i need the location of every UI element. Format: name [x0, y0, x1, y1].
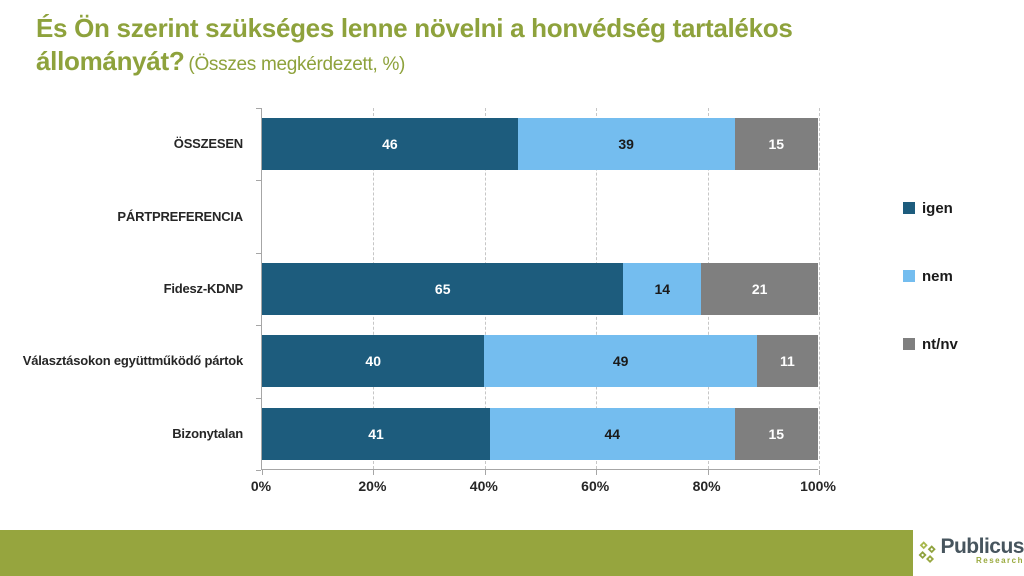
x-axis-tick-label: 40%: [469, 478, 498, 494]
x-axis-tick: [262, 470, 263, 475]
category-label: Bizonytalan: [172, 425, 243, 441]
y-axis-tick: [256, 252, 261, 254]
bar-row: 40 49 11: [262, 335, 818, 388]
category-label: ÖSSZESEN: [173, 136, 243, 152]
legend-label: nt/nv: [922, 335, 958, 353]
bar-segment-nt-nv: 11: [756, 335, 818, 388]
bar-value-label: 49: [612, 353, 629, 370]
bar-segment-nem: 49: [484, 335, 757, 388]
bar-segment-nt-nv: 15: [734, 118, 818, 171]
bar-value-label: 41: [368, 425, 384, 442]
legend-swatch: [903, 338, 915, 350]
x-axis-tick: [484, 470, 486, 475]
x-axis-tick-label: 80%: [692, 478, 721, 494]
publicus-logo: Publicus Research: [913, 525, 1024, 576]
bar-value-label: 65: [434, 281, 451, 297]
publicus-wordmark: Publicus Research: [940, 536, 1024, 565]
bar-segment-nt-nv: 21: [701, 263, 818, 315]
category-label: PÁRTPREFERENCIA: [117, 208, 243, 224]
legend-swatch: [903, 202, 915, 214]
bar-segment-igen: 46: [262, 118, 518, 171]
bar-value-label: 39: [618, 136, 634, 153]
bar-segment-igen: 40: [262, 335, 485, 388]
bar-segment-nem: 44: [489, 407, 735, 460]
title-line-2: állományát? (Összes megkérdezett, %): [36, 45, 986, 82]
bar-segment-nt-nv: 15: [734, 407, 818, 460]
page-title: És Ön szerint szükséges lenne növelni a …: [36, 12, 986, 82]
brand-name: Publicus: [940, 535, 1024, 558]
bar-segment-igen: 65: [262, 263, 624, 315]
title-subtitle: (Összes megkérdezett, %): [188, 54, 406, 75]
x-axis-tick-label: 20%: [358, 478, 387, 494]
bar-row: [262, 191, 818, 243]
bar-value-label: 40: [365, 353, 381, 370]
x-axis-tick: [596, 470, 598, 475]
brand-subtitle: Research: [975, 556, 1024, 565]
bar-segment-nem: 14: [623, 263, 702, 315]
footer-accent-bar: [0, 530, 913, 576]
category-axis-labels: ÖSSZESEN PÁRTPREFERENCIA Fidesz-KDNP Válasz…: [0, 108, 252, 470]
y-axis-tick: [256, 108, 261, 109]
bar-value-label: 21: [751, 281, 768, 297]
x-axis-tick-label: 0%: [250, 478, 272, 494]
title-line-2-bold: állományát?: [36, 46, 185, 76]
x-axis-labels: 0% 20% 40% 60% 80% 100%: [0, 478, 1024, 498]
bar-row: 65 14 21: [262, 263, 818, 315]
legend-label: nem: [922, 267, 953, 285]
plot-area: 46 39 15 65 14 21 40 49 11 41 44 15: [256, 108, 820, 475]
bar-row: 41 44 15: [262, 407, 818, 460]
y-axis-tick: [256, 397, 261, 399]
x-axis-tick: [819, 470, 820, 475]
bar-segment-igen: 41: [262, 407, 490, 460]
bar-value-label: 11: [780, 353, 795, 370]
bar-value-label: 46: [382, 136, 398, 153]
bar-row: 46 39 15: [262, 118, 818, 171]
x-axis-tick: [373, 470, 375, 475]
publicus-diamonds-icon: [918, 540, 936, 563]
x-axis-tick-label: 100%: [800, 478, 836, 494]
category-label: Választásokon együttműködő pártok: [22, 353, 243, 369]
title-line-1: És Ön szerint szükséges lenne növelni a …: [36, 13, 793, 43]
bar-value-label: 15: [768, 425, 785, 442]
y-axis-tick: [256, 325, 261, 327]
legend-item-nt-nv: nt/nv: [903, 335, 958, 353]
legend-item-igen: igen: [903, 199, 953, 217]
legend-swatch: [903, 270, 915, 282]
legend-label: igen: [922, 199, 953, 217]
bar-segment-nem: 39: [517, 118, 735, 171]
bar-value-label: 15: [768, 136, 785, 153]
x-axis-tick-label: 60%: [581, 478, 610, 494]
y-axis-tick: [256, 470, 261, 471]
y-axis-tick: [256, 180, 261, 182]
x-axis-tick: [707, 470, 709, 475]
bar-value-label: 14: [654, 281, 671, 297]
gridline: [819, 108, 820, 469]
category-label: Fidesz-KDNP: [163, 281, 244, 296]
legend-item-nem: nem: [903, 267, 953, 285]
bar-value-label: 44: [604, 425, 621, 442]
